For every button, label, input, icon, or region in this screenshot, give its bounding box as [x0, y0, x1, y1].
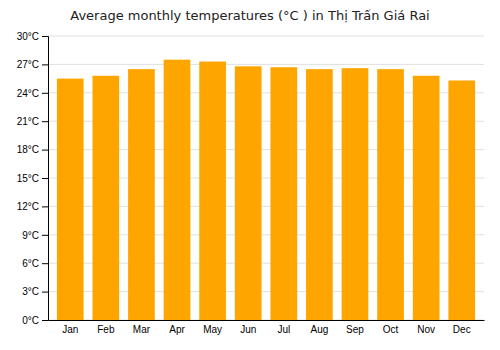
tick: 9°C	[22, 230, 48, 241]
tick-mark	[42, 320, 48, 321]
tick-mark	[42, 64, 48, 65]
tick: Aug	[310, 324, 328, 335]
tick-mark	[42, 206, 48, 207]
tick: 12°C	[17, 201, 48, 212]
tick: Jul	[277, 324, 290, 335]
tick-label: May	[203, 324, 222, 335]
axis-line	[49, 320, 485, 321]
tick-mark	[42, 150, 48, 151]
x-axis: Jan Feb Mar Apr May Jun Jul Aug Sep Oct Nov Dec	[49, 321, 485, 336]
tick-label: Nov	[417, 324, 435, 335]
bar	[164, 60, 191, 320]
tick-mark	[42, 93, 48, 94]
tick-label: 0°C	[22, 315, 39, 326]
axis-line	[42, 37, 49, 321]
tick-label: Dec	[453, 324, 471, 335]
bar	[235, 66, 262, 320]
tick: 6°C	[22, 258, 48, 269]
tick-label: 15°C	[17, 173, 39, 184]
tick: Sep	[346, 324, 364, 335]
bar	[270, 67, 297, 320]
chart: 0°C 3°C 6°C 9°C 12°C 15°C 18°C 21°C 24°C 27°C 30°C…	[0, 0, 500, 350]
tick: Nov	[417, 324, 435, 335]
grid	[48, 36, 484, 320]
tick-label: 3°C	[22, 286, 39, 297]
bar	[342, 68, 369, 320]
bar	[199, 62, 226, 320]
tick-label: Mar	[133, 324, 151, 335]
tick: 0°C	[22, 315, 48, 326]
tick-label: Sep	[346, 324, 364, 335]
tick: 30°C	[17, 31, 48, 42]
tick-label: 12°C	[17, 201, 39, 212]
tick: Apr	[169, 324, 185, 335]
tick: Mar	[133, 324, 151, 335]
bar	[92, 76, 119, 320]
plot: 0°C 3°C 6°C 9°C 12°C 15°C 18°C 21°C 24°C 27°C 30°C…	[17, 31, 485, 335]
tick-label: Jan	[62, 324, 78, 335]
tick-mark	[42, 178, 48, 179]
title: Average monthly temperatures (°C ) in Th…	[70, 8, 429, 23]
tick: 3°C	[22, 286, 48, 297]
bar	[57, 79, 84, 320]
grid-line	[48, 64, 484, 65]
tick-label: Apr	[169, 324, 185, 335]
tick-label: 6°C	[22, 258, 39, 269]
tick: 15°C	[17, 173, 48, 184]
grid-line	[48, 36, 484, 37]
tick-mark	[42, 263, 48, 264]
bar	[377, 69, 404, 320]
tick-mark	[42, 36, 48, 37]
tick-label: Oct	[383, 324, 399, 335]
tick-label: 21°C	[17, 116, 39, 127]
bar	[413, 76, 440, 320]
tick-mark	[42, 121, 48, 122]
tick-mark	[42, 235, 48, 236]
tick: Oct	[383, 324, 399, 335]
tick-label: 9°C	[22, 230, 39, 241]
tick-label: Feb	[97, 324, 115, 335]
tick-label: 30°C	[17, 31, 39, 42]
tick: Dec	[453, 324, 471, 335]
bar	[306, 69, 333, 320]
tick-label: Jul	[277, 324, 290, 335]
tick: Feb	[97, 324, 115, 335]
tick-label: Jun	[240, 324, 256, 335]
bar	[448, 80, 475, 320]
y-axis: 0°C 3°C 6°C 9°C 12°C 15°C 18°C 21°C 24°C 27°C 30°C	[17, 31, 49, 326]
tick-label: 24°C	[17, 88, 39, 99]
tick: Jun	[240, 324, 256, 335]
bar	[128, 69, 155, 320]
tick-mark	[42, 292, 48, 293]
bars	[57, 60, 475, 320]
tick: May	[203, 324, 222, 335]
tick: Jan	[62, 324, 78, 335]
tick: 21°C	[17, 116, 48, 127]
tick: 27°C	[17, 59, 48, 70]
tick-label: Aug	[310, 324, 328, 335]
tick-label: 18°C	[17, 144, 39, 155]
tick: 24°C	[17, 88, 48, 99]
tick-label: 27°C	[17, 59, 39, 70]
tick: 18°C	[17, 144, 48, 155]
